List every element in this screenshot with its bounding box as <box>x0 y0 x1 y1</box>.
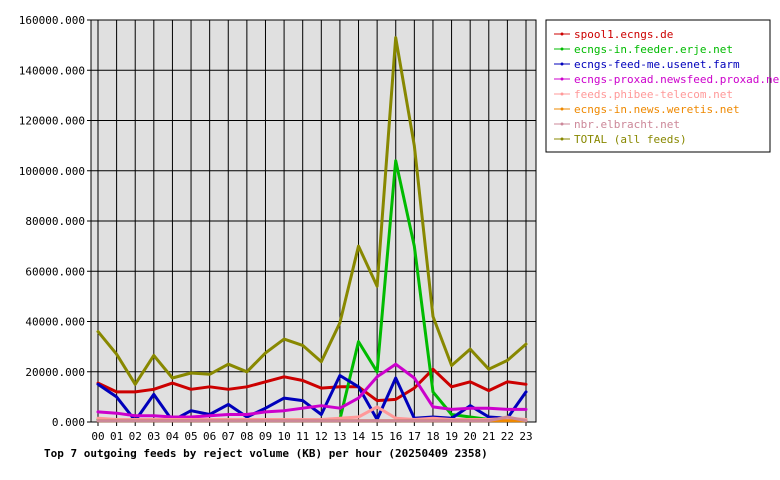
x-tick-label: 12 <box>315 430 328 443</box>
x-tick-label: 06 <box>203 430 216 443</box>
legend-label: feeds.phibee-telecom.net <box>574 88 733 101</box>
x-tick-label: 23 <box>519 430 532 443</box>
x-axis: 00 01 02 03 04 05 06 07 08 09 10 11 12 13 14 15 16 17 18 19… <box>91 422 533 443</box>
legend-marker <box>560 92 564 96</box>
y-tick-label: 40000.000 <box>25 316 85 329</box>
legend-marker <box>560 32 564 36</box>
y-axis: 0.000 20000.000 40000.000 60000.000 80000.00… <box>19 14 91 429</box>
x-tick-label: 16 <box>389 430 402 443</box>
legend-marker <box>560 47 564 51</box>
legend-marker <box>560 62 564 66</box>
y-tick-label: 0.000 <box>52 416 85 429</box>
legend-marker <box>560 77 564 81</box>
x-tick-label: 22 <box>501 430 514 443</box>
x-tick-label: 05 <box>184 430 197 443</box>
legend-label: ecngs-in.feeder.erje.net <box>574 43 733 56</box>
y-tick-label: 80000.000 <box>25 215 85 228</box>
legend-label: ecngs-in.news.weretis.net <box>574 103 740 116</box>
x-tick-label: 10 <box>277 430 290 443</box>
x-tick-label: 20 <box>464 430 477 443</box>
legend-label: nbr.elbracht.net <box>574 118 680 131</box>
x-tick-label: 13 <box>333 430 346 443</box>
x-tick-label: 18 <box>426 430 439 443</box>
x-tick-label: 19 <box>445 430 458 443</box>
x-tick-label: 07 <box>222 430 235 443</box>
x-tick-label: 14 <box>352 430 366 443</box>
y-tick-label: 140000.000 <box>19 64 85 77</box>
y-tick-label: 160000.000 <box>19 14 85 27</box>
legend-marker <box>560 137 564 141</box>
y-tick-label: 20000.000 <box>25 366 85 379</box>
legend-label: spool1.ecngs.de <box>574 28 673 41</box>
series-line <box>96 415 528 423</box>
y-tick-label: 60000.000 <box>25 265 85 278</box>
legend-box <box>545 19 771 153</box>
y-tick-label: 120000.000 <box>19 115 85 128</box>
chart-title: Top 7 outgoing feeds by reject volume (K… <box>44 447 488 460</box>
x-tick-label: 00 <box>91 430 104 443</box>
x-tick-label: 03 <box>147 430 160 443</box>
legend-marker <box>560 122 564 126</box>
series-lines <box>96 36 528 423</box>
legend-marker <box>560 107 564 111</box>
x-tick-label: 21 <box>482 430 495 443</box>
x-tick-label: 02 <box>129 430 142 443</box>
x-tick-label: 08 <box>240 430 253 443</box>
x-tick-label: 01 <box>110 430 123 443</box>
legend-label: ecngs-feed-me.usenet.farm <box>574 58 740 71</box>
y-tick-label: 100000.000 <box>19 165 85 178</box>
series-line <box>96 367 528 403</box>
x-tick-label: 11 <box>296 430 309 443</box>
series-line <box>96 362 528 419</box>
x-tick-label: 15 <box>371 430 384 443</box>
legend-label: ecngs-proxad.newsfeed.proxad.net <box>574 73 780 86</box>
x-tick-label: 09 <box>259 430 272 443</box>
series-line <box>96 36 528 386</box>
x-tick-label: 17 <box>408 430 421 443</box>
legend-label: TOTAL (all feeds) <box>574 133 687 146</box>
legend: spool1.ecngs.de ecngs-in.feeder.erje.net e… <box>545 19 780 153</box>
x-tick-label: 04 <box>166 430 180 443</box>
